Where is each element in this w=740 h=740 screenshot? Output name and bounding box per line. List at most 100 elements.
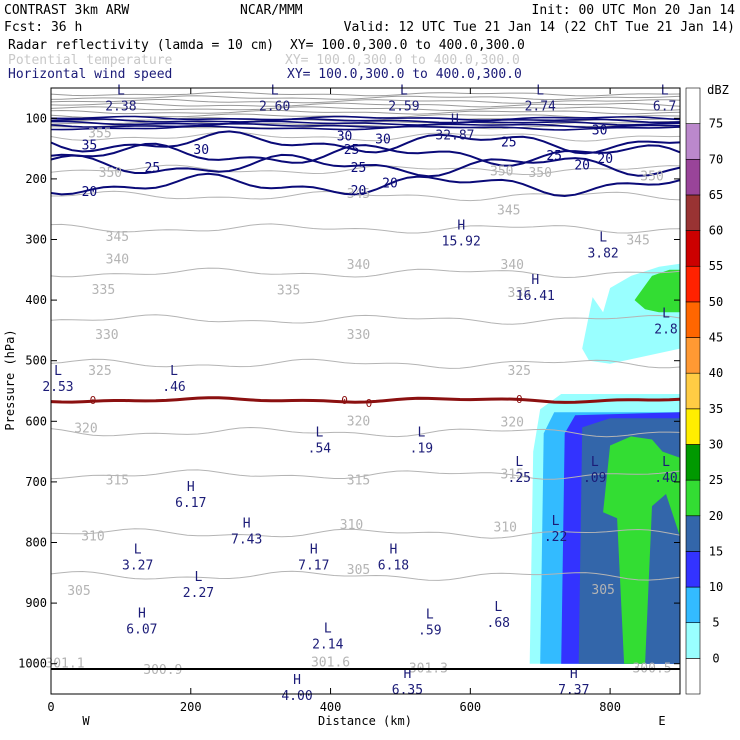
colorbar-band-11 xyxy=(685,265,701,303)
theta-contour-325 xyxy=(50,358,681,369)
theta-label-28: 305 xyxy=(67,584,90,599)
wind-label-3: 20 xyxy=(82,185,98,200)
wind-label-4: 30 xyxy=(337,129,353,144)
theta-label-26: 310 xyxy=(340,518,363,533)
colorbar-level-50: 50 xyxy=(709,295,723,309)
valid-time: Valid: 12 UTC Tue 21 Jan 14 (22 ChT Tue … xyxy=(344,20,735,35)
theta-label-15: 330 xyxy=(95,328,118,343)
theta-label-32: 300.9 xyxy=(143,663,182,678)
extremum-letter-29: H xyxy=(404,667,412,682)
theta-label-9: 340 xyxy=(106,252,129,267)
extremum-letter-14: L xyxy=(515,455,523,470)
extremum-value-7: 3.82 xyxy=(587,247,618,262)
extremum-letter-11: L xyxy=(170,364,178,379)
extremum-value-1: 2.60 xyxy=(259,99,290,114)
theta-label-27: 310 xyxy=(494,520,517,535)
wind-contour-jet-4 xyxy=(50,125,681,131)
extremum-letter-24: L xyxy=(494,600,502,615)
theta-label-23: 315 xyxy=(347,474,370,489)
theta-label-8: 345 xyxy=(626,234,649,249)
theta-label-25: 310 xyxy=(81,529,104,544)
extremum-letter-0: L xyxy=(117,83,125,98)
y-tick-label-400: 400 xyxy=(25,293,47,307)
colorbar-band-16 xyxy=(685,87,701,124)
theta-contour-330 xyxy=(50,314,681,325)
wind-label-12: 20 xyxy=(382,177,398,192)
colorbar-band-2 xyxy=(685,586,701,624)
extremum-value-5: 32.87 xyxy=(435,128,474,143)
colorbar-level-75: 75 xyxy=(709,117,723,131)
theta-label-6: 345 xyxy=(347,187,370,202)
extremum-letter-10: L xyxy=(54,364,62,379)
figure-header: CONTRAST 3km ARW Fcst: 36 h NCAR/MMM Ini… xyxy=(4,3,735,82)
y-tick-label-700: 700 xyxy=(25,475,47,489)
theta-label-0: 355 xyxy=(88,126,111,141)
theta-label-5: 345 xyxy=(106,230,129,245)
theta-label-24: 315 xyxy=(501,468,524,483)
extremum-value-4: 6.7 xyxy=(653,99,676,114)
theta-contour-stratosphere-3 xyxy=(50,102,681,108)
extremum-letter-12: L xyxy=(315,426,323,441)
extremum-value-24: .68 xyxy=(487,616,510,631)
theta-label-10: 340 xyxy=(347,258,370,273)
extremum-letter-1: L xyxy=(271,83,279,98)
wind-contour-jet-2 xyxy=(50,120,681,126)
extremum-letter-16: L xyxy=(662,455,670,470)
zero-contour-line xyxy=(50,396,681,404)
wind-label-0: 35 xyxy=(82,139,98,154)
model-title: CONTRAST 3km ARW xyxy=(4,3,129,18)
init-time: Init: 00 UTC Mon 20 Jan 14 xyxy=(532,3,736,18)
theta-label-19: 320 xyxy=(74,422,97,437)
potential-temperature-contours xyxy=(50,91,681,581)
colorbar-level-20: 20 xyxy=(709,509,723,523)
colorbar-level-55: 55 xyxy=(709,259,723,273)
extremum-value-11: .46 xyxy=(162,380,185,395)
colorbar-band-14 xyxy=(685,158,701,196)
colorbar-level-60: 60 xyxy=(709,224,723,238)
x-tick-label-0: 0 xyxy=(47,700,54,714)
extremum-value-16: .40 xyxy=(654,471,677,486)
reflectivity-region-5 xyxy=(603,436,680,664)
extremum-letter-9: L xyxy=(662,306,670,321)
extremum-value-30: 7.37 xyxy=(558,683,589,698)
theta-contour-315 xyxy=(50,469,681,480)
x-tick-label-400: 400 xyxy=(320,700,342,714)
extremum-letter-2: L xyxy=(400,83,408,98)
extremum-value-15: .09 xyxy=(583,471,606,486)
wind-label-2: 25 xyxy=(145,161,161,176)
theta-label-31: 301.1 xyxy=(45,657,84,672)
colorbar-level-65: 65 xyxy=(709,188,723,202)
theta-label-33: 301.6 xyxy=(311,655,350,670)
wind-contour-jet-3 xyxy=(50,122,681,129)
extremum-letter-25: H xyxy=(138,606,146,621)
extremum-letter-7: L xyxy=(599,231,607,246)
extremum-letter-27: L xyxy=(324,621,332,636)
extremum-letter-22: H xyxy=(390,543,398,558)
wind-label-5: 30 xyxy=(375,133,391,148)
colorbar-band-10 xyxy=(685,301,701,338)
theta-label-13: 335 xyxy=(277,283,300,298)
extremum-letter-15: L xyxy=(591,455,599,470)
extremum-letter-18: H xyxy=(243,517,251,532)
colorbar-band-5 xyxy=(685,479,701,517)
theta-label-21: 320 xyxy=(501,416,524,431)
reflectivity-shading xyxy=(529,263,680,664)
colorbar-level-25: 25 xyxy=(709,473,723,487)
extremum-letter-19: L xyxy=(552,514,560,529)
colorbar-level-5: 5 xyxy=(712,616,719,630)
theta-label-30: 305 xyxy=(591,583,614,598)
extremum-value-23: 2.27 xyxy=(183,586,214,601)
wind-contour-jet-1 xyxy=(50,118,681,124)
y-tick-label-500: 500 xyxy=(25,354,47,368)
theta-label-14: 335 xyxy=(508,286,531,301)
field-theta-xy: XY= 100.0,300.0 to 400.0,300.0 xyxy=(285,53,520,68)
x-axis-west-label: W xyxy=(82,714,90,728)
extremum-value-6: 15.92 xyxy=(442,234,481,249)
colorbar-band-6 xyxy=(685,444,701,481)
wind-contour-20 xyxy=(50,172,681,198)
wind-contour-25 xyxy=(50,153,681,178)
theta-contour-350 xyxy=(50,164,681,176)
extremum-letter-13: L xyxy=(417,426,425,441)
